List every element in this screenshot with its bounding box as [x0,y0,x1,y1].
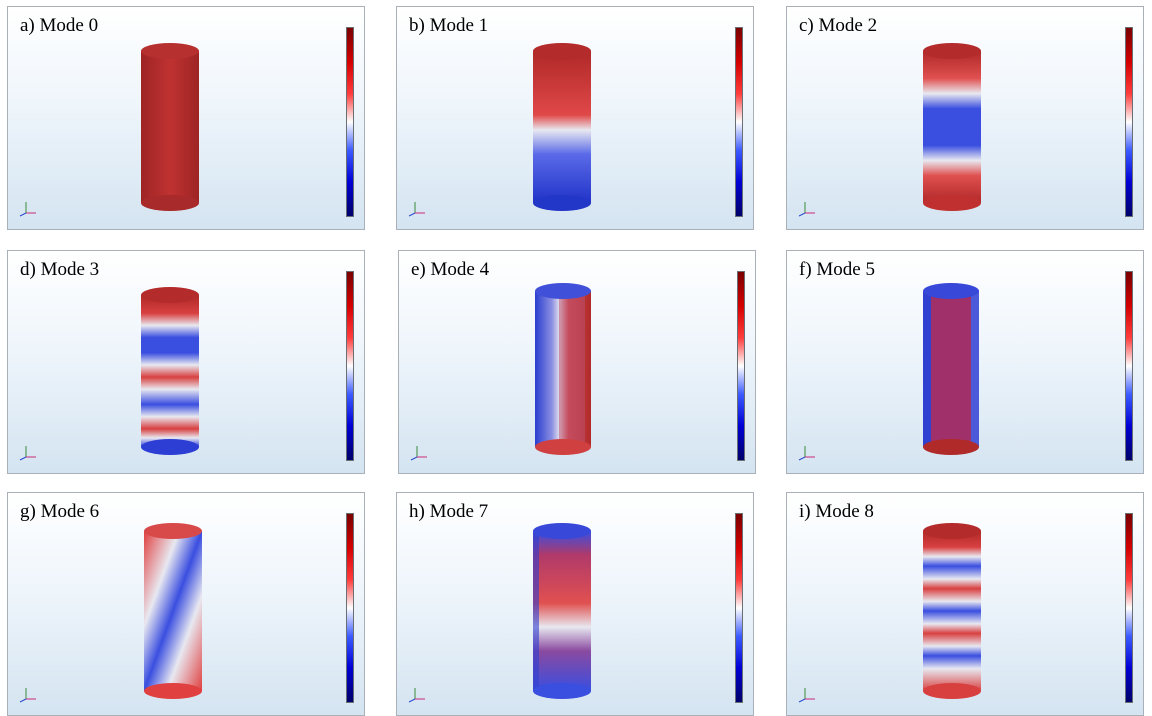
cylinder-mode-2 [923,43,981,211]
panel-title: g) Mode 6 [20,501,100,522]
panel-title: a) Mode 0 [20,15,99,36]
colorbar [735,27,743,217]
panel-title: c) Mode 2 [799,15,878,36]
axis-triad-icon [19,688,36,703]
panel-mode-3: d) Mode 3 [7,250,365,474]
axis-triad-icon [798,688,815,703]
axis-triad-icon [408,202,425,217]
axis-triad-icon [19,202,36,217]
colorbar [1125,27,1133,217]
colorbar [346,271,354,461]
panel-mode-5: f) Mode 5 [786,250,1144,474]
axis-triad-icon [798,446,815,461]
axis-triad-icon [410,446,427,461]
panel-mode-7: h) Mode 7 [396,492,754,716]
panel-title: b) Mode 1 [409,15,489,36]
panel-title: f) Mode 5 [799,259,875,280]
panel-title: i) Mode 8 [799,501,874,522]
colorbar [346,513,354,703]
cylinder-mode-8 [923,523,981,699]
panel-mode-8: i) Mode 8 [786,492,1144,716]
cylinder-mode-7 [533,523,591,699]
cylinder-mode-6 [144,523,202,699]
colorbar [735,513,743,703]
panel-title: e) Mode 4 [411,259,490,280]
panel-mode-1: b) Mode 1 [396,6,754,230]
cylinder-mode-0 [141,43,199,211]
cylinder-mode-4 [535,283,591,455]
panel-mode-2: c) Mode 2 [786,6,1144,230]
panel-title: d) Mode 3 [20,259,100,280]
panel-mode-0: a) Mode 0 [7,6,365,230]
colorbar [1125,271,1133,461]
panel-title: h) Mode 7 [409,501,489,522]
colorbar [737,271,745,461]
axis-triad-icon [19,446,36,461]
panel-mode-4: e) Mode 4 [398,250,756,474]
axis-triad-icon [798,202,815,217]
cylinder-mode-3 [141,287,199,455]
cylinder-mode-1 [533,43,591,211]
colorbar [1125,513,1133,703]
colorbar [346,27,354,217]
axis-triad-icon [408,688,425,703]
panel-mode-6: g) Mode 6 [7,492,365,716]
cylinder-mode-5 [923,283,979,455]
